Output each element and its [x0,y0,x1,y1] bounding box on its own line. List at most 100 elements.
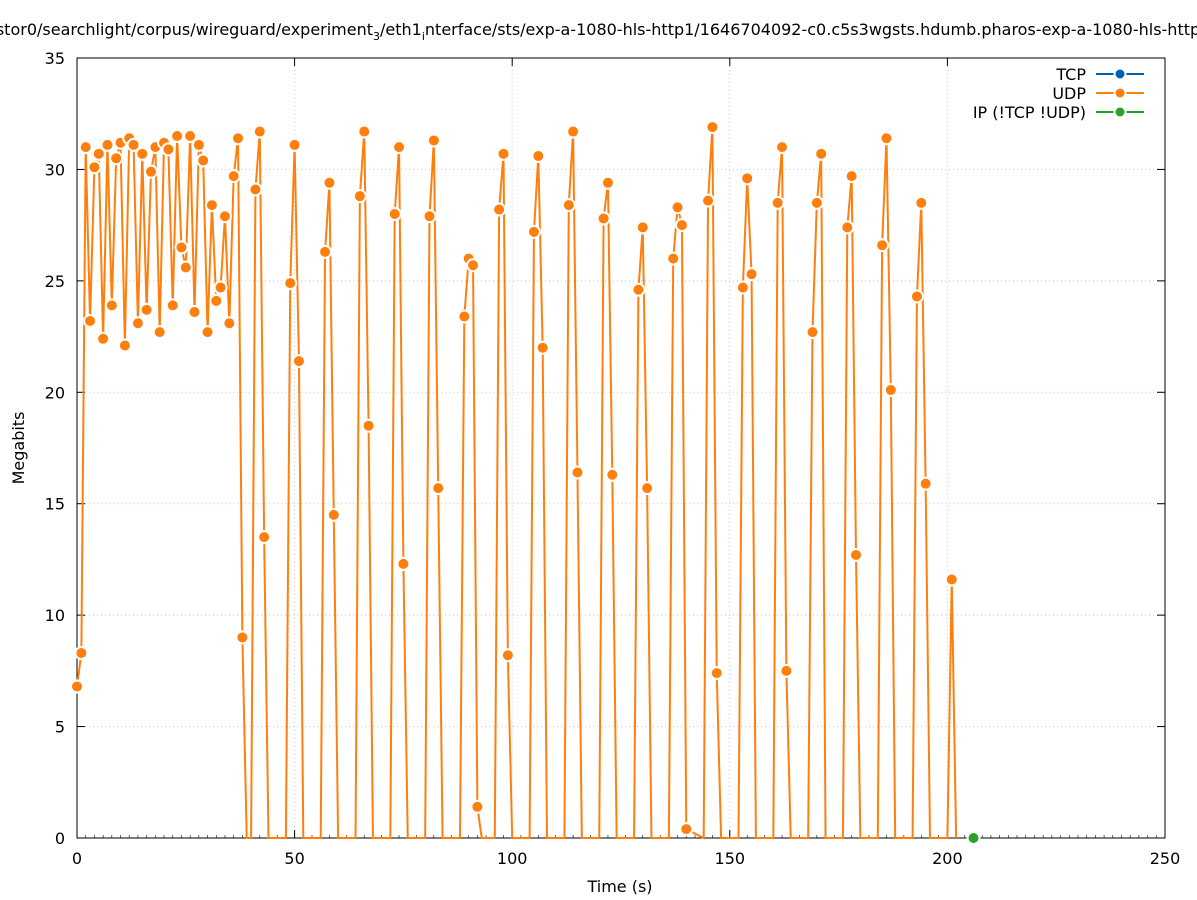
data-point [535,340,550,355]
data-point [814,146,829,161]
data-point [283,276,298,291]
data-point [526,224,541,239]
data-point [178,260,193,275]
data-point [457,309,472,324]
data-point [840,220,855,235]
data-point [170,129,185,143]
data-point [357,124,372,139]
data-point [770,195,785,210]
y-tick-label: 30 [45,160,65,179]
data-point [500,648,515,663]
legend-swatch-marker [1113,67,1127,81]
data-point [566,124,581,139]
data-point [744,267,759,282]
series-layer [70,120,981,845]
data-point [709,666,724,681]
data-point [670,200,685,215]
data-point [74,646,89,661]
data-point [631,282,646,297]
data-point [740,171,755,186]
data-point [605,467,620,482]
data-point [805,325,820,340]
data-point [470,799,485,814]
data-point [174,240,189,255]
data-point [918,476,933,491]
data-point [143,164,158,179]
data-point [135,146,150,161]
grid [77,58,1165,838]
data-point [844,169,859,184]
series-line [76,127,958,840]
data-point [130,316,145,331]
data-point [426,133,441,148]
series-udp [70,120,959,840]
data-point [492,202,507,217]
data-point [231,131,246,146]
data-point [914,195,929,210]
series-ip-tcp-udp [966,831,981,845]
data-point [422,209,437,224]
data-point [879,131,894,146]
y-axis-title: Megabits [9,412,28,485]
data-point [809,195,824,210]
data-point [392,140,407,155]
x-tick-label: 50 [284,849,304,868]
data-point [666,251,681,266]
data-point [966,831,981,845]
x-axis-title: Time (s) [586,877,652,896]
y-tick-label: 20 [45,383,65,402]
data-point [287,137,302,152]
x-tick-label: 150 [715,849,746,868]
data-point [126,137,141,152]
data-point [96,331,111,346]
data-point [679,822,694,837]
data-point [187,305,202,320]
data-point [318,244,333,259]
data-point [352,189,367,204]
data-point [222,316,237,331]
legend-label: UDP [1052,84,1086,103]
x-tick-label: 200 [932,849,963,868]
data-point [213,280,228,295]
data-point [431,481,446,496]
data-point [909,289,924,304]
data-point [779,663,794,678]
data-point [191,137,206,152]
y-tick-label: 25 [45,272,65,291]
data-point [635,220,650,235]
data-point [165,298,180,313]
data-point [91,146,106,161]
data-point [466,258,481,273]
data-point [248,182,263,197]
data-point [139,302,154,317]
data-point [78,140,93,155]
data-point [361,418,376,433]
data-point [561,198,576,213]
data-point [152,325,167,340]
y-tick-label: 35 [45,49,65,68]
data-point [87,160,102,175]
data-point [674,218,689,233]
data-point [217,209,232,224]
data-point [883,383,898,398]
y-tick-label: 0 [55,829,65,848]
data-point [100,137,115,152]
data-point [235,630,250,645]
data-point [387,207,402,221]
data-point [775,140,790,155]
data-point [596,211,611,226]
data-point [640,481,655,496]
data-point [322,175,337,190]
data-point [291,354,306,369]
data-point [875,238,890,253]
data-point [252,124,267,139]
data-point [70,679,84,694]
data-point [209,293,224,308]
data-point [196,153,211,168]
data-point [226,169,241,184]
data-point [204,198,219,213]
data-point [117,338,132,353]
legend-swatch-marker [1113,86,1127,100]
data-point [104,298,119,313]
